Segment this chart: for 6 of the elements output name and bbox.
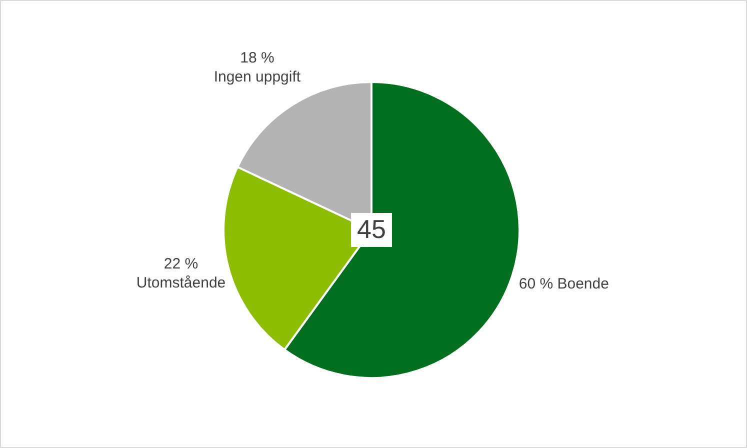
- data-label: 22 %: [164, 255, 198, 272]
- slice-label: Utomstående: [136, 274, 226, 292]
- text: 45: [357, 214, 386, 244]
- slice-label: Ingen uppgift: [214, 68, 302, 86]
- data-label: 18 %: [240, 50, 274, 67]
- slice-label: 60 % Boende: [518, 276, 609, 293]
